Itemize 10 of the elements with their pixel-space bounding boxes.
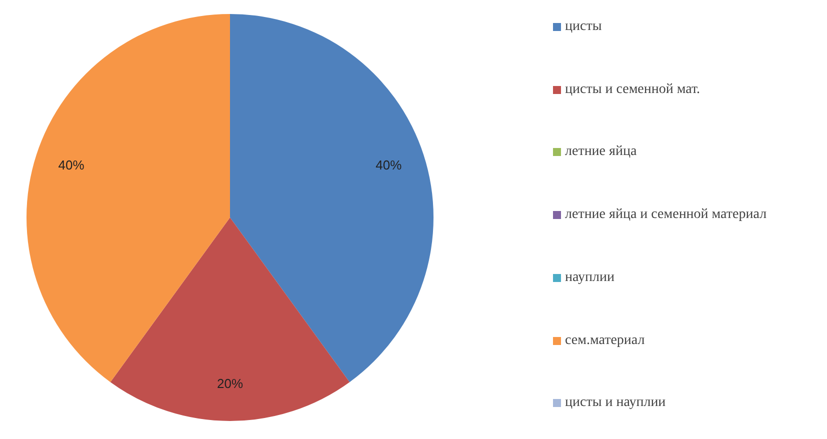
legend-label: летние яйца bbox=[565, 143, 637, 162]
legend-label: сем.материал bbox=[565, 332, 645, 350]
legend-label: науплии bbox=[565, 268, 614, 287]
legend-label: летние яйца и семенной материал bbox=[565, 206, 767, 224]
legend-label: цисты и семенной мат. bbox=[565, 80, 700, 99]
data-label: 20% bbox=[216, 376, 244, 391]
data-label: 40% bbox=[376, 158, 402, 173]
data-label: 40% bbox=[58, 158, 85, 173]
legend-label: цисты bbox=[565, 18, 602, 36]
legend-label: цисты и науплии bbox=[565, 394, 666, 412]
